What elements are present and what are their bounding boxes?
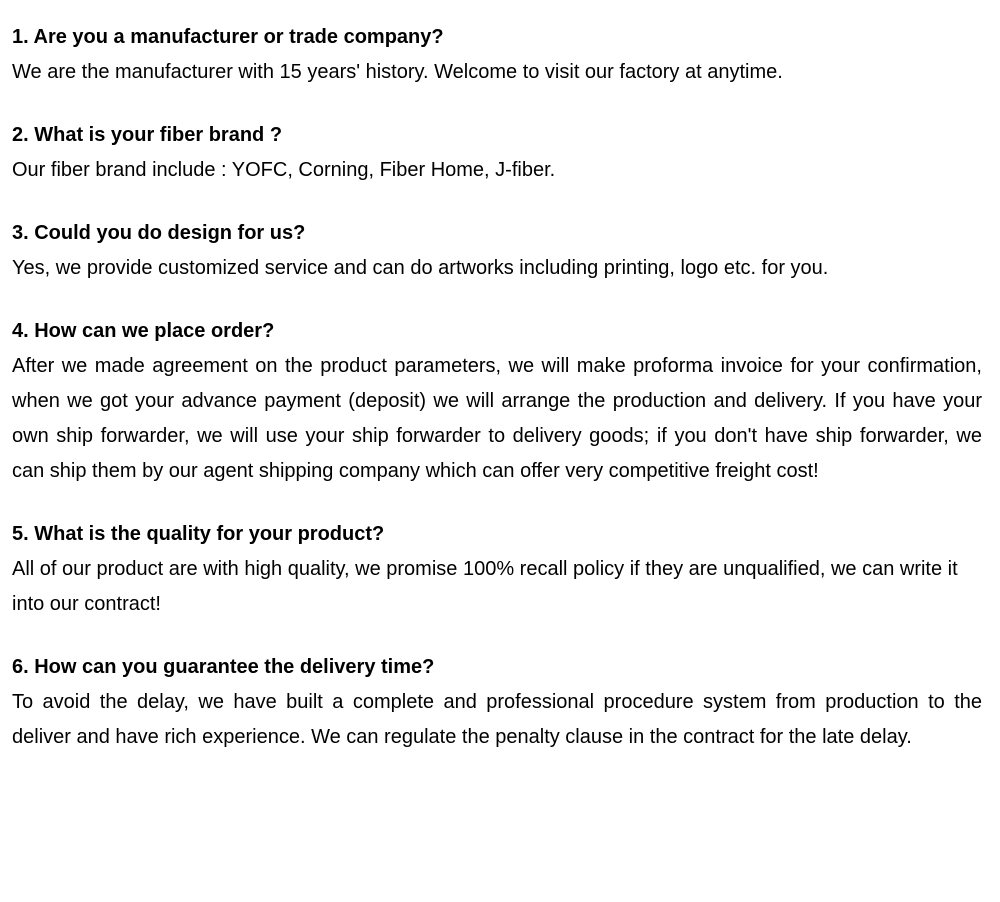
faq-answer-6: To avoid the delay, we have built a comp… xyxy=(12,685,982,755)
faq-question-4: 4. How can we place order? xyxy=(12,314,982,349)
faq-item: 2. What is your fiber brand ? Our fiber … xyxy=(12,118,982,188)
faq-item: 3. Could you do design for us? Yes, we p… xyxy=(12,216,982,286)
faq-question-2: 2. What is your fiber brand ? xyxy=(12,118,982,153)
faq-list: 1. Are you a manufacturer or trade compa… xyxy=(12,20,982,755)
faq-answer-5: All of our product are with high quality… xyxy=(12,552,982,622)
faq-question-1: 1. Are you a manufacturer or trade compa… xyxy=(12,20,982,55)
faq-item: 6. How can you guarantee the delivery ti… xyxy=(12,650,982,755)
faq-item: 1. Are you a manufacturer or trade compa… xyxy=(12,20,982,90)
faq-question-6: 6. How can you guarantee the delivery ti… xyxy=(12,650,982,685)
faq-item: 4. How can we place order? After we made… xyxy=(12,314,982,489)
faq-answer-4: After we made agreement on the product p… xyxy=(12,349,982,489)
faq-answer-1: We are the manufacturer with 15 years' h… xyxy=(12,55,982,90)
faq-question-3: 3. Could you do design for us? xyxy=(12,216,982,251)
faq-question-5: 5. What is the quality for your product? xyxy=(12,517,982,552)
faq-answer-3: Yes, we provide customized service and c… xyxy=(12,251,982,286)
faq-answer-2: Our fiber brand include : YOFC, Corning,… xyxy=(12,153,982,188)
faq-item: 5. What is the quality for your product?… xyxy=(12,517,982,622)
